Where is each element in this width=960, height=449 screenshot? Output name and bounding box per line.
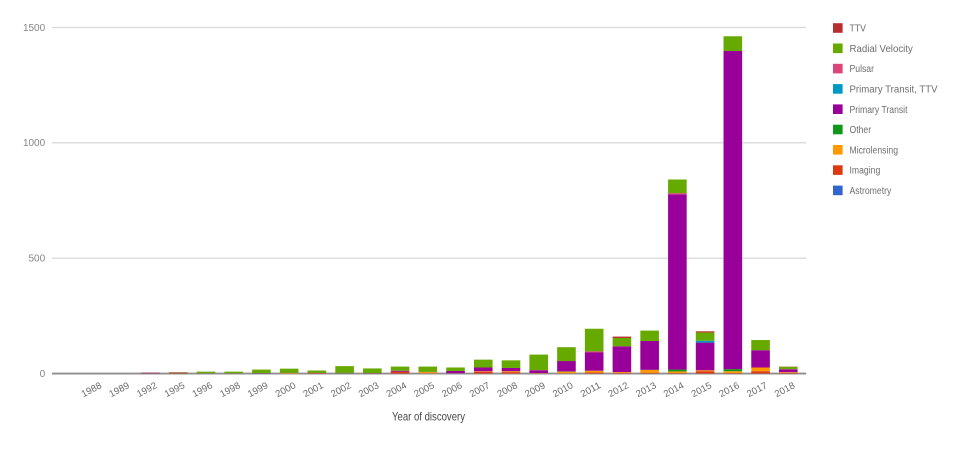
- svg-text:1500: 1500: [23, 23, 46, 34]
- svg-text:500: 500: [29, 254, 46, 265]
- svg-text:TTV: TTV: [850, 24, 867, 35]
- svg-text:Microlensing: Microlensing: [850, 145, 899, 156]
- svg-text:Pulsar: Pulsar: [850, 64, 875, 75]
- svg-text:Primary Transit, TTV: Primary Transit, TTV: [850, 85, 938, 96]
- svg-text:1000: 1000: [23, 138, 46, 149]
- svg-text:Astrometry: Astrometry: [850, 186, 892, 197]
- svg-text:Radial Velocity: Radial Velocity: [850, 44, 913, 55]
- svg-text:Imaging: Imaging: [850, 166, 881, 177]
- svg-text:Year of discovery: Year of discovery: [392, 410, 465, 424]
- svg-text:Other: Other: [850, 125, 872, 136]
- svg-text:0: 0: [40, 369, 46, 380]
- svg-text:Primary Transit: Primary Transit: [850, 105, 908, 116]
